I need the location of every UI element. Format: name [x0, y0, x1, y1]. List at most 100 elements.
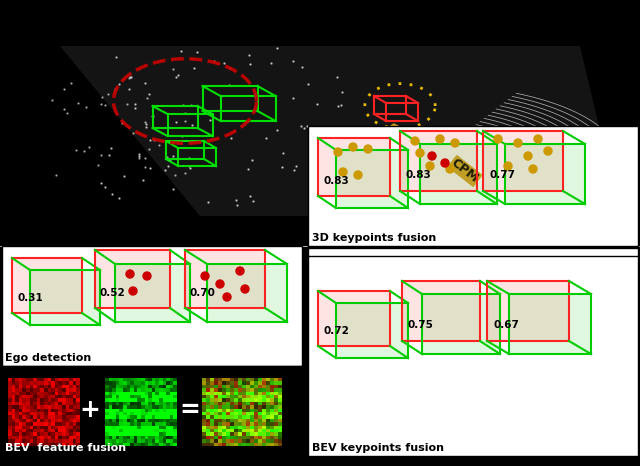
- Circle shape: [364, 145, 372, 153]
- Point: [134, 152, 144, 160]
- Point: [109, 86, 120, 93]
- Point: [100, 183, 110, 191]
- Text: 0.67: 0.67: [494, 320, 520, 330]
- Circle shape: [143, 272, 151, 280]
- Circle shape: [339, 168, 347, 176]
- Circle shape: [354, 171, 362, 179]
- Point: [203, 198, 213, 206]
- Point: [230, 196, 241, 204]
- Point: [337, 136, 348, 143]
- Point: [96, 151, 106, 158]
- Polygon shape: [115, 264, 190, 322]
- Circle shape: [544, 147, 552, 155]
- Polygon shape: [318, 138, 390, 196]
- Polygon shape: [207, 264, 287, 322]
- Point: [144, 145, 154, 153]
- Point: [138, 177, 148, 184]
- Point: [266, 60, 276, 67]
- Point: [100, 102, 110, 109]
- Point: [147, 112, 157, 119]
- Text: 0.52: 0.52: [100, 288, 125, 298]
- Point: [184, 154, 195, 162]
- Point: [232, 201, 242, 209]
- Point: [205, 116, 215, 123]
- Point: [297, 63, 307, 70]
- Point: [277, 164, 287, 171]
- Point: [106, 144, 116, 151]
- Point: [296, 122, 306, 129]
- Point: [128, 129, 138, 137]
- Point: [170, 171, 180, 179]
- Polygon shape: [95, 250, 170, 308]
- Point: [140, 163, 150, 171]
- Point: [322, 185, 332, 192]
- Point: [248, 197, 258, 205]
- Point: [141, 94, 152, 102]
- Point: [134, 150, 144, 158]
- Point: [186, 101, 196, 108]
- Circle shape: [494, 135, 502, 143]
- Point: [145, 164, 155, 171]
- Circle shape: [236, 267, 244, 275]
- Point: [291, 162, 301, 170]
- Point: [124, 74, 134, 82]
- Point: [186, 121, 196, 128]
- Point: [176, 47, 186, 54]
- Text: 0.31: 0.31: [17, 293, 43, 303]
- Circle shape: [428, 152, 436, 160]
- Point: [59, 85, 69, 92]
- Point: [171, 119, 181, 126]
- Text: Ego detection: Ego detection: [5, 353, 92, 363]
- Point: [179, 117, 189, 124]
- Point: [168, 152, 178, 159]
- Circle shape: [426, 162, 434, 170]
- Point: [165, 157, 175, 164]
- Point: [106, 190, 116, 198]
- Text: 0.70: 0.70: [190, 288, 216, 298]
- Point: [111, 54, 122, 61]
- Circle shape: [126, 270, 134, 278]
- Circle shape: [334, 148, 342, 156]
- Point: [47, 96, 58, 103]
- Point: [62, 110, 72, 117]
- Point: [124, 86, 134, 93]
- Text: 0.77: 0.77: [490, 170, 516, 180]
- Point: [104, 151, 114, 159]
- Polygon shape: [487, 281, 569, 341]
- Text: =: =: [180, 398, 200, 422]
- Polygon shape: [509, 294, 591, 354]
- Point: [144, 90, 154, 97]
- Point: [223, 82, 234, 89]
- Point: [209, 57, 219, 64]
- Point: [93, 161, 103, 169]
- Point: [113, 194, 124, 201]
- Point: [272, 127, 282, 134]
- Polygon shape: [422, 294, 500, 354]
- Point: [134, 155, 144, 162]
- Point: [226, 134, 236, 141]
- Point: [337, 88, 348, 96]
- Point: [312, 100, 322, 108]
- Point: [154, 141, 164, 149]
- Point: [336, 101, 346, 109]
- Circle shape: [524, 152, 532, 160]
- Circle shape: [514, 139, 522, 147]
- Point: [130, 105, 140, 112]
- Point: [179, 170, 189, 177]
- Text: 0.83: 0.83: [323, 176, 349, 186]
- Point: [168, 65, 178, 73]
- Point: [65, 79, 76, 86]
- Point: [332, 73, 342, 81]
- Point: [141, 121, 151, 128]
- Text: 0.75: 0.75: [407, 320, 433, 330]
- Text: CPM: CPM: [449, 157, 481, 185]
- Circle shape: [529, 165, 537, 173]
- Point: [58, 106, 68, 113]
- Point: [244, 192, 255, 199]
- Point: [163, 162, 173, 170]
- Circle shape: [201, 272, 209, 280]
- Circle shape: [223, 293, 231, 301]
- Point: [173, 71, 183, 79]
- Point: [125, 73, 136, 81]
- Point: [51, 171, 61, 179]
